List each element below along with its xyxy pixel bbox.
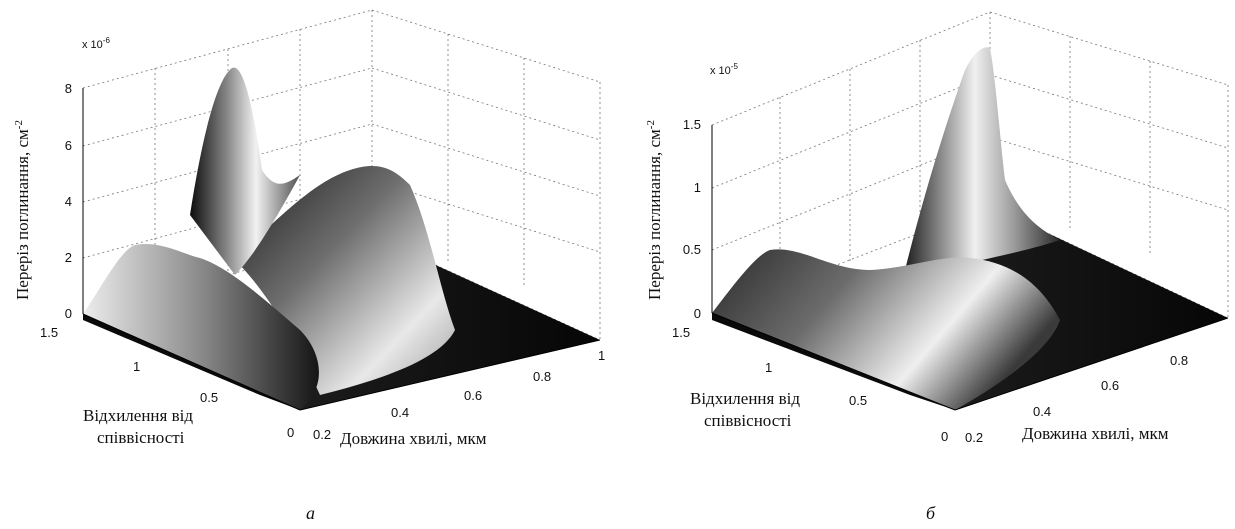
- panel-a-z-tick: 4: [65, 194, 72, 209]
- panel-b-x-tick: 0.8: [1170, 353, 1188, 368]
- panel-a-peak: [190, 67, 300, 275]
- panel-a-y-tick: 1.5: [40, 325, 58, 340]
- panel-b-axes: [711, 125, 1229, 411]
- panel-b-y-tick: 0: [941, 429, 948, 444]
- panel-a-y-label-2: співвісності: [97, 428, 185, 447]
- panel-a-z-tick: 6: [65, 138, 72, 153]
- panel-b-z-tick: 0.5: [683, 242, 701, 257]
- panel-a: 0 2 4 6 8 x 10-6 1.5 1 0.5 0 0.2 0.4 0.6…: [13, 9, 605, 523]
- panel-a-z-multiplier: x 10-6: [82, 36, 110, 51]
- panel-b-letter: б: [926, 503, 936, 523]
- panel-a-z-label: Переріз поглинання, см-2: [13, 120, 32, 300]
- panel-b-y-tick: 1: [765, 360, 772, 375]
- panel-b-x-tick: 0.2: [965, 430, 983, 445]
- panel-b-y-tick: 1.5: [672, 325, 690, 340]
- panel-b-x-ticks: 0.2 0.4 0.6 0.8: [965, 353, 1188, 445]
- panel-a-x-ticks: 0.2 0.4 0.6 0.8 1: [313, 348, 605, 442]
- panel-a-x-tick: 0.8: [533, 369, 551, 384]
- panel-a-y-ticks: 1.5 1 0.5 0: [40, 325, 294, 440]
- panel-a-y-tick: 0.5: [200, 390, 218, 405]
- panel-a-z-ticks: 0 2 4 6 8: [65, 81, 72, 321]
- panel-a-x-tick: 0.2: [313, 427, 331, 442]
- panel-a-y-tick: 0: [287, 425, 294, 440]
- panel-b-y-ticks: 1.5 1 0.5 0: [672, 325, 948, 444]
- panel-b-surface: [712, 47, 1228, 410]
- panel-b-z-tick: 1.5: [683, 117, 701, 132]
- panel-b-y-label-1: Відхилення від: [690, 389, 800, 408]
- panel-a-z-tick: 8: [65, 81, 72, 96]
- panel-b-x-tick: 0.4: [1033, 404, 1051, 419]
- panel-b-z-tick: 1: [694, 180, 701, 195]
- panel-b: 0 0.5 1 1.5 x 10-5 1.5 1 0.5 0 0.2 0.4 0…: [645, 11, 1229, 523]
- panel-a-y-tick: 1: [133, 359, 140, 374]
- panel-a-ridge: [235, 165, 455, 395]
- panel-a-x-tick: 0.4: [391, 405, 409, 420]
- panel-b-peak: [905, 47, 1060, 270]
- panel-a-axes: [82, 88, 601, 411]
- panel-b-z-tick: 0: [694, 306, 701, 321]
- panel-b-z-multiplier: x 10-5: [710, 62, 738, 77]
- panel-a-x-tick: 1: [598, 348, 605, 363]
- panel-a-x-label: Довжина хвилі, мкм: [340, 429, 487, 448]
- panel-b-y-tick: 0.5: [849, 393, 867, 408]
- panel-a-y-label-1: Відхилення від: [83, 406, 193, 425]
- panel-a-x-tick: 0.6: [464, 388, 482, 403]
- panel-a-z-tick: 2: [65, 250, 72, 265]
- panel-b-front: [712, 249, 1060, 410]
- panel-b-z-ticks: 0 0.5 1 1.5: [683, 117, 701, 321]
- panel-b-y-label-2: співвісності: [704, 411, 792, 430]
- panel-b-z-label: Переріз поглинання, см-2: [645, 120, 664, 300]
- panel-a-z-tick: 0: [65, 306, 72, 321]
- panel-a-letter: а: [306, 503, 315, 523]
- panel-b-x-tick: 0.6: [1101, 378, 1119, 393]
- panel-b-x-label: Довжина хвилі, мкм: [1022, 424, 1169, 443]
- panel-a-surface: [83, 67, 600, 410]
- panel-a-front: [83, 243, 319, 410]
